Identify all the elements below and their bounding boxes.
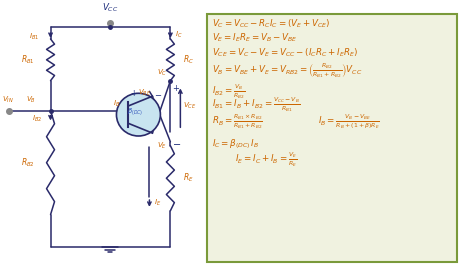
Text: $V_B$: $V_B$ [25,95,35,105]
Text: $I_{B1}$: $I_{B1}$ [30,32,40,42]
Text: $I_E$: $I_E$ [154,198,162,208]
Text: $V_E = I_ER_E = V_B - V_{BE}$: $V_E = I_ER_E = V_B - V_{BE}$ [213,32,298,44]
FancyBboxPatch shape [207,14,457,262]
Text: $-$: $-$ [172,138,182,148]
Text: $R_E$: $R_E$ [183,172,194,184]
Text: $-$: $-$ [154,89,163,98]
Text: $I_C$: $I_C$ [175,30,183,40]
Text: $+$: $+$ [130,88,138,98]
Text: $V_{IN}$: $V_{IN}$ [1,95,14,105]
Text: $I_B$: $I_B$ [113,99,120,109]
Text: $V_{BE}$: $V_{BE}$ [138,88,152,98]
Text: $R_B = \frac{R_{B1} \times R_{B2}}{R_{B1}+R_{B2}}$: $R_B = \frac{R_{B1} \times R_{B2}}{R_{B1… [213,112,263,131]
Text: $I_{B2} = \frac{V_B}{R_{B2}}$: $I_{B2} = \frac{V_B}{R_{B2}}$ [213,82,246,101]
Circle shape [117,93,160,136]
Text: $I_{B1} = I_B + I_{B2} = \frac{V_{CC} - V_B}{R_{B1}}$: $I_{B1} = I_B + I_{B2} = \frac{V_{CC} - … [213,96,301,114]
Text: $R_C$: $R_C$ [183,54,195,66]
Text: $I_E = I_C + I_B = \frac{V_E}{R_E}$: $I_E = I_C + I_B = \frac{V_E}{R_E}$ [235,150,297,169]
Text: $V_C$: $V_C$ [157,68,167,78]
Text: $I_C = \beta_{(DC)}\, I_B$: $I_C = \beta_{(DC)}\, I_B$ [213,137,260,151]
Text: $V_E$: $V_E$ [157,141,167,151]
Text: $R_{B1}$: $R_{B1}$ [21,54,35,66]
Text: $V_B = V_{BE}+ V_E = V_{RB2} = \left(\frac{R_{B2}}{R_{B1}+R_{B2}}\right)V_{CC}$: $V_B = V_{BE}+ V_E = V_{RB2} = \left(\fr… [213,62,363,80]
Text: $V_{CC}$: $V_{CC}$ [102,1,118,14]
Text: $V_{CE} = V_C - V_E= V_{CC} - (I_CR_C+ I_ER_E)$: $V_{CE} = V_C - V_E= V_{CC} - (I_CR_C+ I… [213,46,359,59]
Text: $\beta_{(DC)}$: $\beta_{(DC)}$ [127,106,143,117]
Text: $I_{B2}$: $I_{B2}$ [32,113,42,124]
Text: $+$: $+$ [172,83,180,93]
Text: $V_{CE}$: $V_{CE}$ [183,101,197,111]
Text: $R_{B2}$: $R_{B2}$ [21,157,35,169]
Text: $I_B = \frac{V_B - V_{BE}}{R_B + (1+\beta)R_E}$: $I_B = \frac{V_B - V_{BE}}{R_B + (1+\bet… [318,112,380,131]
Text: $V_C = V_{CC} - R_CI_C = (V_E+ V_{CE})$: $V_C = V_{CC} - R_CI_C = (V_E+ V_{CE})$ [213,17,331,30]
